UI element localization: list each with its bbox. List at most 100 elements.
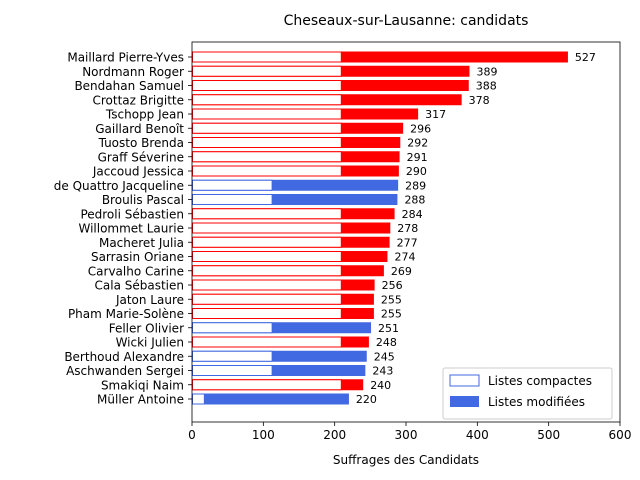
legend-label-compact: Listes compactes bbox=[488, 374, 592, 388]
bars-group: 5273893883783172962922912902892882842782… bbox=[192, 51, 596, 406]
bar-value-label: 527 bbox=[575, 51, 596, 64]
y-tick-label: Berthoud Alexandre bbox=[64, 350, 184, 364]
y-tick-label: Pedroli Sébastien bbox=[80, 207, 184, 221]
y-tick-label: Crottaz Brigitte bbox=[92, 93, 184, 107]
bar-value-label: 251 bbox=[378, 322, 399, 335]
chart-title: Cheseaux-sur-Lausanne: candidats bbox=[284, 13, 529, 29]
y-tick-label: Carvalho Carine bbox=[88, 264, 184, 278]
bar-total bbox=[192, 365, 366, 376]
bar-value-label: 243 bbox=[372, 365, 393, 378]
bar-compact bbox=[192, 222, 342, 234]
bar-compact bbox=[192, 251, 342, 262]
x-axis-label: Suffrages des Candidats bbox=[333, 453, 479, 467]
y-tick-label: Feller Olivier bbox=[109, 321, 184, 335]
x-tick-label: 400 bbox=[466, 428, 489, 442]
bar-compact bbox=[192, 265, 342, 277]
bar-value-label: 277 bbox=[397, 236, 418, 249]
x-tick-label: 100 bbox=[252, 428, 275, 442]
bar-compact bbox=[192, 108, 342, 120]
bar-compact bbox=[192, 308, 342, 319]
bar-compact bbox=[192, 393, 205, 405]
bar-value-label: 245 bbox=[374, 350, 395, 363]
bar-compact bbox=[192, 350, 273, 362]
bar-compact bbox=[192, 80, 342, 91]
bar-value-label: 388 bbox=[476, 80, 497, 93]
bar-compact bbox=[192, 279, 342, 291]
y-tick-label: Gaillard Benoît bbox=[95, 122, 184, 136]
bar-value-label: 292 bbox=[407, 137, 428, 150]
y-tick-label: Smakiqi Naim bbox=[101, 378, 184, 392]
bar-value-label: 248 bbox=[376, 336, 397, 349]
bar-value-label: 389 bbox=[476, 65, 497, 78]
y-tick-label: Sarrasin Oriane bbox=[91, 250, 184, 264]
bar-value-label: 269 bbox=[391, 265, 412, 278]
bar-total bbox=[192, 350, 367, 362]
bar-compact bbox=[192, 51, 342, 63]
bar-total bbox=[192, 194, 398, 205]
bar-compact bbox=[192, 194, 273, 205]
bar-total bbox=[192, 51, 568, 63]
y-tick-label: Graff Séverine bbox=[98, 150, 184, 164]
y-tick-label: Tuosto Brenda bbox=[98, 136, 184, 150]
bar-compact bbox=[192, 379, 342, 391]
legend-swatch-modified bbox=[450, 396, 479, 407]
bar-value-label: 290 bbox=[406, 165, 427, 178]
legend-swatch-compact bbox=[449, 374, 480, 387]
bar-compact bbox=[192, 122, 342, 134]
x-tick-label: 200 bbox=[323, 428, 346, 442]
bar-value-label: 240 bbox=[370, 379, 391, 392]
y-tick-label: Wicki Julien bbox=[116, 336, 184, 350]
bar-value-label: 284 bbox=[402, 208, 423, 221]
bar-compact bbox=[192, 65, 342, 77]
legend-label-modified: Listes modifiées bbox=[488, 395, 585, 409]
bar-compact bbox=[192, 336, 342, 348]
plot-frame bbox=[191, 41, 621, 423]
y-tick-label: Maillard Pierre-Yves bbox=[67, 51, 184, 65]
y-tick-label: Müller Antoine bbox=[97, 393, 184, 407]
bar-compact bbox=[192, 179, 273, 191]
y-tick-label: Willommet Laurie bbox=[78, 222, 184, 236]
legend-frame bbox=[442, 367, 613, 420]
bar-compact bbox=[192, 365, 273, 376]
y-tick-label: Pham Marie-Solène bbox=[68, 307, 184, 321]
bar-compact bbox=[192, 137, 342, 148]
bar-value-label: 317 bbox=[425, 108, 446, 121]
x-tick-label: 300 bbox=[395, 428, 418, 442]
y-tick-label: Cala Sébastien bbox=[95, 279, 184, 293]
x-tick-label: 0 bbox=[188, 428, 196, 442]
bar-value-label: 255 bbox=[381, 293, 402, 306]
bar-total bbox=[192, 393, 349, 405]
bar-compact bbox=[192, 322, 273, 334]
bar-value-label: 278 bbox=[397, 222, 418, 235]
bar-value-label: 289 bbox=[405, 179, 426, 192]
bar-value-label: 274 bbox=[394, 251, 415, 264]
bar-value-label: 256 bbox=[382, 279, 403, 292]
bar-value-label: 296 bbox=[410, 122, 431, 135]
y-tick-label: Bendahan Samuel bbox=[74, 79, 184, 93]
y-tick-label: Jaton Laure bbox=[115, 293, 184, 307]
bar-compact bbox=[192, 208, 342, 220]
y-tick-label: Aschwanden Sergei bbox=[66, 364, 184, 378]
bar-value-label: 378 bbox=[469, 94, 490, 107]
y-tick-label: Nordmann Roger bbox=[82, 65, 184, 79]
bar-compact bbox=[192, 293, 342, 305]
bar-total bbox=[192, 322, 372, 334]
y-tick-label: Tschopp Jean bbox=[105, 108, 184, 122]
y-tick-label: Macheret Julia bbox=[99, 236, 184, 250]
bar-value-label: 220 bbox=[356, 393, 377, 406]
bar-total bbox=[192, 179, 399, 191]
bar-compact bbox=[192, 236, 342, 248]
y-tick-label: Broulis Pascal bbox=[102, 193, 184, 207]
bar-compact bbox=[192, 165, 342, 177]
bar-compact bbox=[192, 151, 342, 163]
bar-compact bbox=[192, 94, 342, 106]
y-tick-label: Jaccoud Jessica bbox=[92, 165, 184, 179]
bar-value-label: 291 bbox=[407, 151, 428, 164]
y-tick-label: de Quattro Jacqueline bbox=[54, 179, 184, 193]
bar-value-label: 288 bbox=[404, 194, 425, 207]
bar-value-label: 255 bbox=[381, 308, 402, 321]
x-tick-label: 600 bbox=[609, 428, 632, 442]
legend: Listes compactes Listes modifiées bbox=[442, 367, 613, 420]
